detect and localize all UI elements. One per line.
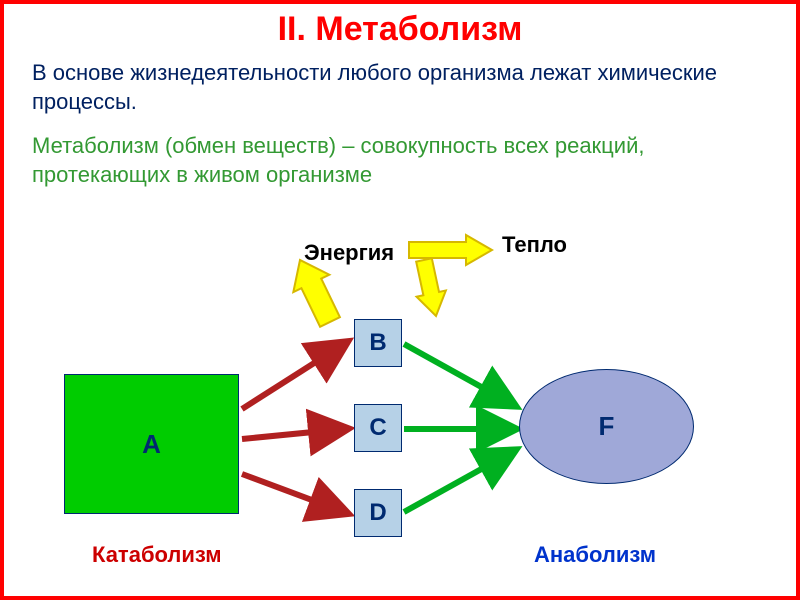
label-catabolism: Катаболизм bbox=[92, 542, 222, 568]
node-b: B bbox=[354, 319, 402, 367]
label-heat: Тепло bbox=[502, 232, 567, 258]
node-f-label: F bbox=[599, 411, 615, 442]
label-anabolism: Анаболизм bbox=[534, 542, 656, 568]
paragraph-1: В основе жизнедеятельности любого органи… bbox=[4, 59, 796, 116]
paragraph-2: Метаболизм (обмен веществ) – совокупност… bbox=[4, 132, 796, 189]
diagram-stage: A B C D F Энергия Тепло Катаболизм Анабо… bbox=[4, 214, 800, 594]
node-a-label: A bbox=[142, 429, 161, 460]
label-energy: Энергия bbox=[304, 240, 394, 266]
node-b-label: B bbox=[369, 329, 386, 357]
node-c: C bbox=[354, 404, 402, 452]
page-title: II. Метаболизм bbox=[4, 4, 796, 49]
node-d: D bbox=[354, 489, 402, 537]
node-c-label: C bbox=[369, 414, 386, 442]
node-a: A bbox=[64, 374, 239, 514]
node-d-label: D bbox=[369, 499, 386, 527]
node-f: F bbox=[519, 369, 694, 484]
